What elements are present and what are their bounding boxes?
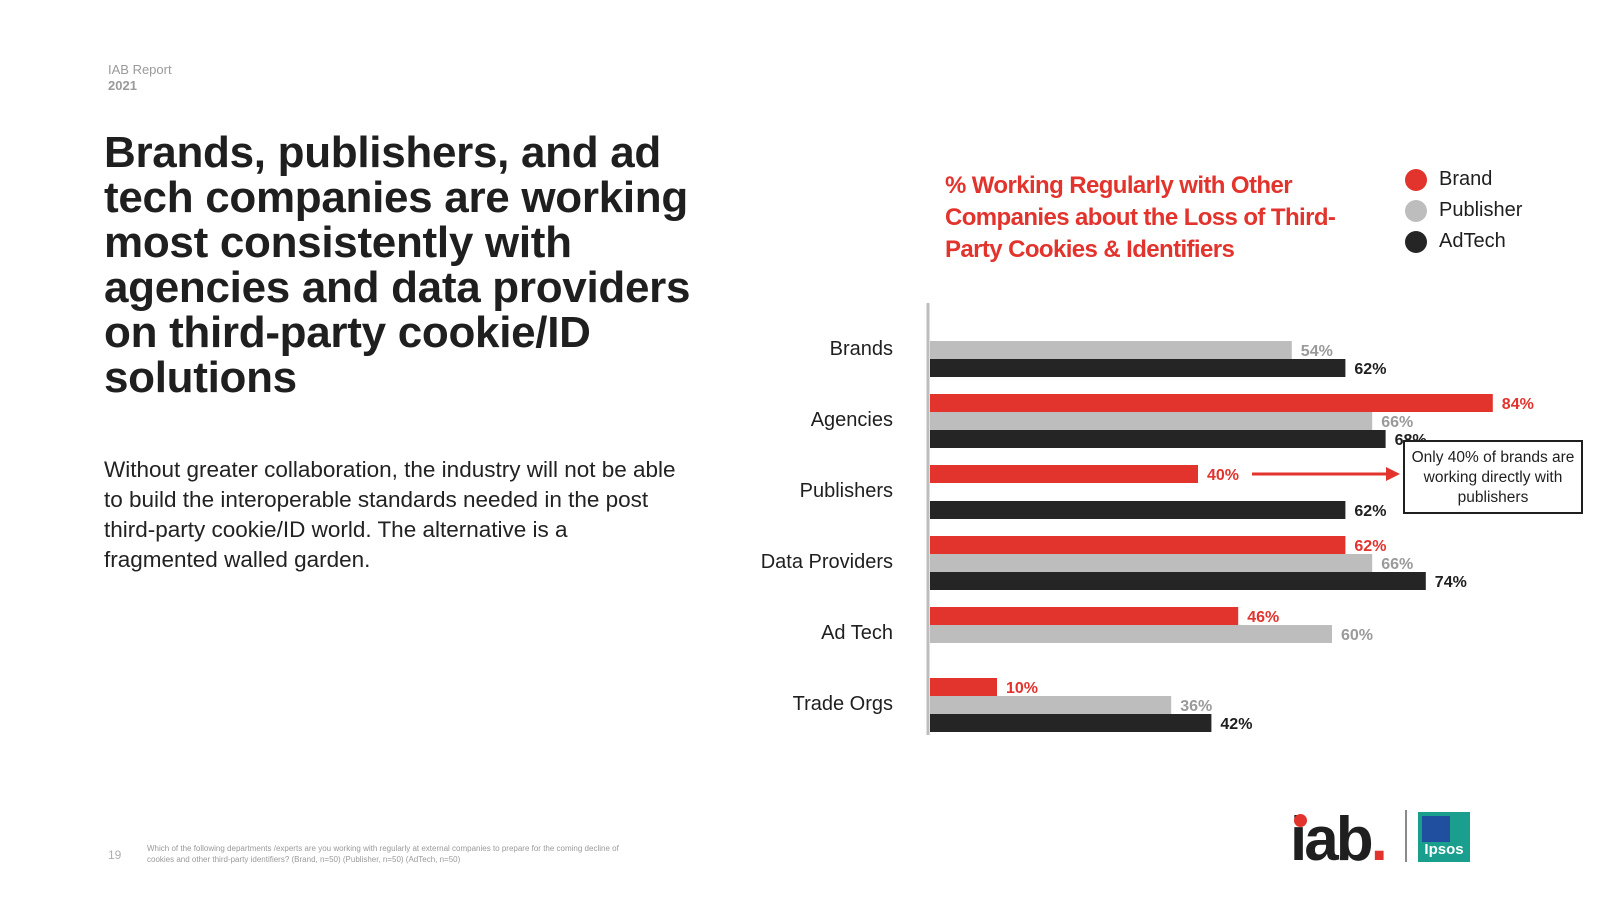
ipsos-logo-text: Ipsos — [1424, 841, 1464, 858]
body-copy: Without greater collaboration, the indus… — [104, 457, 676, 572]
ipsos-mark-icon — [1422, 816, 1450, 842]
chart-title: % Working Regularly with Other Companies… — [945, 172, 1336, 263]
data-label-trade-orgs-brand: 10% — [1006, 680, 1038, 697]
legend-label-brand: Brand — [1439, 168, 1493, 190]
iab-logo-dot-icon — [1294, 814, 1307, 827]
category-label-data-providers: Data Providers — [761, 551, 893, 573]
data-label-agencies-publisher: 66% — [1381, 414, 1413, 431]
data-label-publishers-brand: 40% — [1207, 467, 1239, 484]
bar-publishers-adtech — [930, 501, 1346, 519]
bar-data-providers-brand — [930, 536, 1346, 554]
data-label-trade-orgs-adtech: 42% — [1220, 716, 1252, 733]
ipsos-logo: Ipsos — [1418, 812, 1470, 862]
data-label-trade-orgs-publisher: 36% — [1180, 698, 1212, 715]
bar-data-providers-publisher — [930, 554, 1373, 572]
bar-trade-orgs-brand — [930, 678, 997, 696]
bar-data-providers-adtech — [930, 572, 1426, 590]
bar-agencies-publisher — [930, 412, 1373, 430]
page-headline: Brands, publishers, and ad tech companie… — [104, 128, 691, 402]
page-number: 19 — [108, 848, 122, 862]
data-label-data-providers-adtech: 74% — [1435, 574, 1467, 591]
footnote: Which of the following departments /expe… — [147, 844, 619, 864]
data-label-brands-adtech: 62% — [1354, 361, 1386, 378]
bar-agencies-adtech — [930, 430, 1386, 448]
callout-box: Only 40% of brands are working directly … — [1403, 440, 1583, 514]
category-label-trade-orgs: Trade Orgs — [793, 693, 893, 715]
legend-label-publisher: Publisher — [1439, 199, 1523, 221]
data-label-ad-tech-publisher: 60% — [1341, 627, 1373, 644]
legend-item-adtech: AdTech — [1405, 226, 1522, 257]
bar-brands-publisher — [930, 341, 1292, 359]
bar-ad-tech-brand — [930, 607, 1239, 625]
data-label-brands-publisher: 54% — [1301, 343, 1333, 360]
chart-legend: Brand Publisher AdTech — [1405, 164, 1522, 257]
bar-brands-adtech — [930, 359, 1346, 377]
bar-trade-orgs-publisher — [930, 696, 1172, 714]
bar-trade-orgs-adtech — [930, 714, 1212, 732]
legend-dot-brand-icon — [1405, 168, 1427, 191]
data-label-publishers-adtech: 62% — [1354, 503, 1386, 520]
legend-item-publisher: Publisher — [1405, 195, 1522, 226]
legend-item-brand: Brand — [1405, 164, 1522, 195]
legend-dot-adtech-icon — [1405, 230, 1427, 253]
bar-ad-tech-publisher — [930, 625, 1332, 643]
bar-agencies-brand — [930, 394, 1493, 412]
iab-logo: iab. — [1290, 805, 1388, 874]
logo-divider — [1405, 810, 1407, 862]
legend-dot-publisher-icon — [1405, 199, 1427, 222]
bar-publishers-brand — [930, 465, 1198, 483]
report-year: 2021 — [108, 78, 137, 93]
category-label-publishers: Publishers — [800, 480, 893, 502]
category-label-agencies: Agencies — [811, 409, 893, 431]
data-label-ad-tech-brand: 46% — [1247, 609, 1279, 626]
report-label: IAB Report — [108, 62, 172, 77]
legend-label-adtech: AdTech — [1439, 230, 1506, 252]
report-meta: IAB Report 2021 — [108, 62, 172, 94]
data-label-data-providers-publisher: 66% — [1381, 556, 1413, 573]
callout-arrow-head-icon — [1386, 467, 1400, 481]
data-label-agencies-brand: 84% — [1502, 396, 1534, 413]
category-label-ad-tech: Ad Tech — [821, 622, 893, 644]
category-label-brands: Brands — [830, 338, 893, 360]
data-label-data-providers-brand: 62% — [1354, 538, 1386, 555]
